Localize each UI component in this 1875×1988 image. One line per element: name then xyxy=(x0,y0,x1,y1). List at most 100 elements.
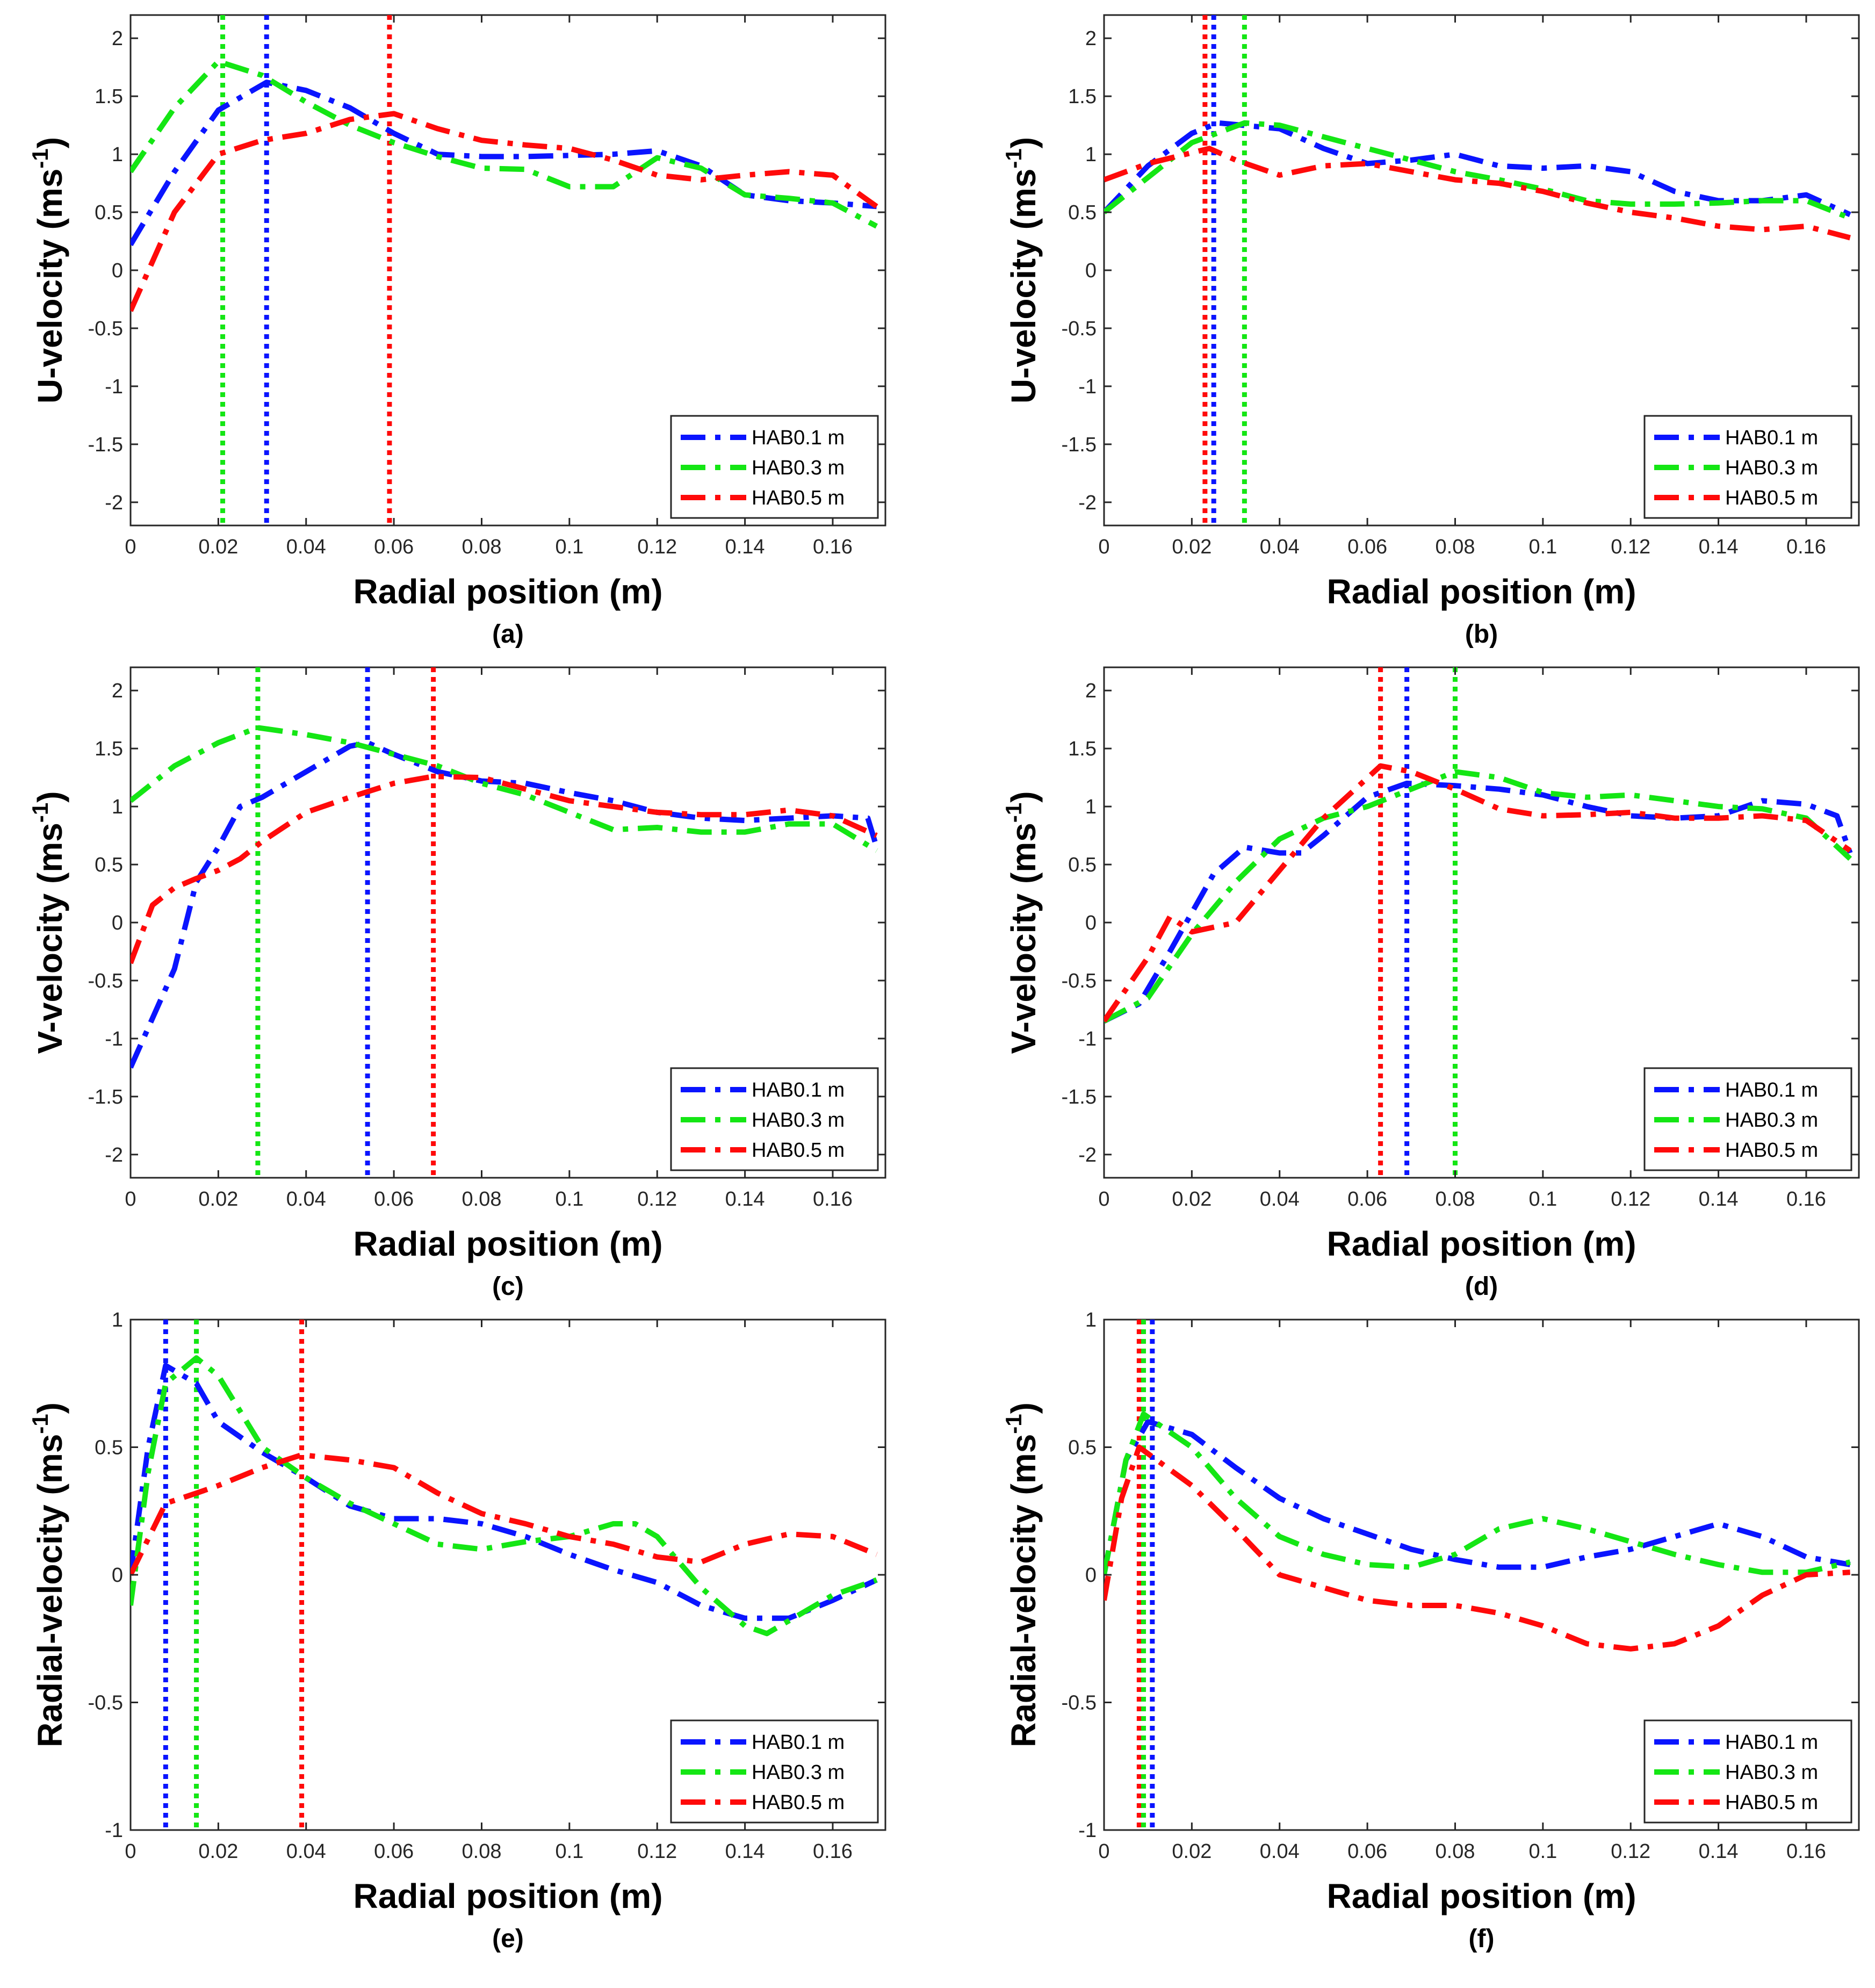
legend: HAB0.1 m HAB0.3 m HAB0.5 m xyxy=(670,1067,879,1171)
x-tick-label: 0.14 xyxy=(725,1840,765,1863)
x-axis-label: Radial position (m) xyxy=(354,572,663,611)
y-tick-label: 0 xyxy=(112,912,123,934)
panel-a: 0 0.02 0.04 0.06 0.08 0.1 0.12 0.14 0.16 -2 -1.5 -1… xyxy=(27,14,886,649)
series-line-hab01m xyxy=(131,80,877,247)
legend-label: HAB0.3 m xyxy=(752,457,845,479)
x-tick-label: 0.04 xyxy=(1260,1188,1300,1211)
x-tick-label: 0.06 xyxy=(1347,1840,1387,1863)
legend-label: HAB0.5 m xyxy=(752,1139,845,1162)
x-tick-label: 0 xyxy=(1098,536,1109,558)
y-tick-label: 2 xyxy=(112,27,123,50)
y-axis-label: U-velocity (ms-1) xyxy=(27,137,69,404)
y-tick-label: -1 xyxy=(105,1819,123,1842)
y-tick-label: 0.5 xyxy=(95,854,123,876)
y-tick-label: 0 xyxy=(1085,1564,1097,1587)
legend: HAB0.1 m HAB0.3 m HAB0.5 m xyxy=(670,415,879,519)
x-tick-label: 0.14 xyxy=(725,1188,765,1211)
legend-label: HAB0.3 m xyxy=(1725,1761,1818,1784)
x-axis-label: Radial position (m) xyxy=(1327,572,1636,611)
legend: HAB0.1 m HAB0.3 m HAB0.5 m xyxy=(1643,1067,1852,1171)
x-tick-label: 0.02 xyxy=(1172,536,1211,558)
y-tick-label: 2 xyxy=(1085,27,1097,50)
x-tick-label: 0.12 xyxy=(637,536,677,558)
x-tick-label: 0.08 xyxy=(462,536,502,558)
y-tick-label: -2 xyxy=(105,492,123,514)
panel-c: 0 0.02 0.04 0.06 0.08 0.1 0.12 0.14 0.16 -2 -1.5 -1… xyxy=(27,666,886,1301)
x-tick-label: 0.02 xyxy=(1172,1840,1211,1863)
series-line-hab05m xyxy=(131,1452,878,1576)
x-tick-label: 0.04 xyxy=(286,1840,326,1863)
x-tick-label: 0.14 xyxy=(725,536,765,558)
x-tick-label: 0 xyxy=(125,536,136,558)
x-tick-label: 0.12 xyxy=(637,1840,677,1863)
x-tick-label: 0 xyxy=(125,1840,136,1863)
y-tick-label: 1.5 xyxy=(1068,85,1097,108)
x-tick-label: 0.06 xyxy=(374,1188,414,1211)
y-tick-label: 0 xyxy=(112,1564,123,1587)
series-line-hab03m xyxy=(1104,120,1851,221)
legend-box xyxy=(1643,415,1852,519)
y-axis-label: Radial-velocity (ms-1) xyxy=(27,1402,69,1747)
y-tick-label: 0.5 xyxy=(95,201,123,224)
x-tick-label: 0.08 xyxy=(462,1840,502,1863)
y-tick-label: 0 xyxy=(112,260,123,282)
x-tick-label: 0.1 xyxy=(555,1188,583,1211)
legend-label: HAB0.3 m xyxy=(1725,457,1818,479)
legend-box xyxy=(670,1067,879,1171)
x-axis-label: Radial position (m) xyxy=(1327,1225,1636,1263)
x-tick-label: 0.16 xyxy=(813,536,853,558)
legend: HAB0.1 m HAB0.3 m HAB0.5 m xyxy=(1643,415,1852,519)
x-tick-label: 0.12 xyxy=(1611,536,1650,558)
series-line-hab05m xyxy=(131,111,878,312)
y-tick-label: 1.5 xyxy=(95,85,123,108)
x-tick-label: 0.08 xyxy=(1436,1188,1475,1211)
y-tick-label: 1.5 xyxy=(95,738,123,760)
y-tick-label: -2 xyxy=(1078,1144,1097,1166)
legend-label: HAB0.5 m xyxy=(752,1791,845,1814)
panel-caption: (c) xyxy=(492,1272,524,1301)
series-line-hab01m xyxy=(1104,120,1851,217)
panel-e: 0 0.02 0.04 0.06 0.08 0.1 0.12 0.14 0.16 -1 -0.5 0 0… xyxy=(27,1309,886,1953)
legend-label: HAB0.5 m xyxy=(1725,1139,1818,1162)
series-line-hab05m xyxy=(1104,763,1852,1023)
legend-label: HAB0.1 m xyxy=(752,427,845,449)
y-tick-label: 0.5 xyxy=(95,1437,123,1459)
series-line-hab03m xyxy=(131,1355,878,1637)
panel-caption: (d) xyxy=(1465,1272,1498,1301)
y-tick-label: -1 xyxy=(1078,376,1097,398)
y-axis-label: V-velocity (ms-1) xyxy=(1001,791,1043,1054)
x-tick-label: 0.02 xyxy=(198,1188,238,1211)
y-tick-label: 1 xyxy=(1085,143,1097,166)
y-tick-label: 1 xyxy=(1085,796,1097,818)
y-tick-label: -0.5 xyxy=(1062,1692,1097,1715)
y-tick-label: -0.5 xyxy=(88,1692,123,1715)
panel-caption: (f) xyxy=(1469,1925,1495,1953)
legend: HAB0.1 m HAB0.3 m HAB0.5 m xyxy=(670,1719,879,1824)
legend-label: HAB0.5 m xyxy=(752,487,845,509)
panel-d: 0 0.02 0.04 0.06 0.08 0.1 0.12 0.14 0.16 -2 -1.5 -1… xyxy=(1001,666,1860,1301)
x-tick-label: 0.16 xyxy=(813,1188,853,1211)
x-tick-label: 0.06 xyxy=(1347,536,1387,558)
data-layer xyxy=(1104,1320,1851,1830)
data-layer xyxy=(1104,15,1851,525)
y-tick-label: 0.5 xyxy=(1068,854,1097,876)
x-tick-label: 0.1 xyxy=(555,1840,583,1863)
y-tick-label: -1.5 xyxy=(1062,1086,1097,1108)
x-tick-label: 0.12 xyxy=(1611,1188,1650,1211)
data-layer xyxy=(131,15,878,525)
legend-label: HAB0.1 m xyxy=(752,1731,845,1754)
y-tick-label: -2 xyxy=(1078,492,1097,514)
x-tick-label: 0.12 xyxy=(637,1188,677,1211)
legend-label: HAB0.1 m xyxy=(1725,1731,1818,1754)
series-line-hab01m xyxy=(131,740,879,1069)
x-tick-label: 0.08 xyxy=(1436,1840,1475,1863)
legend-box xyxy=(670,1719,879,1824)
x-axis-label: Radial position (m) xyxy=(354,1225,663,1263)
y-tick-label: 0 xyxy=(1085,912,1097,934)
y-tick-label: 0 xyxy=(1085,260,1097,282)
y-tick-label: 1 xyxy=(112,143,123,166)
y-axis-label: Radial-velocity (ms-1) xyxy=(1001,1402,1043,1747)
x-tick-label: 0.04 xyxy=(1260,1840,1300,1863)
legend-label: HAB0.3 m xyxy=(752,1109,845,1132)
